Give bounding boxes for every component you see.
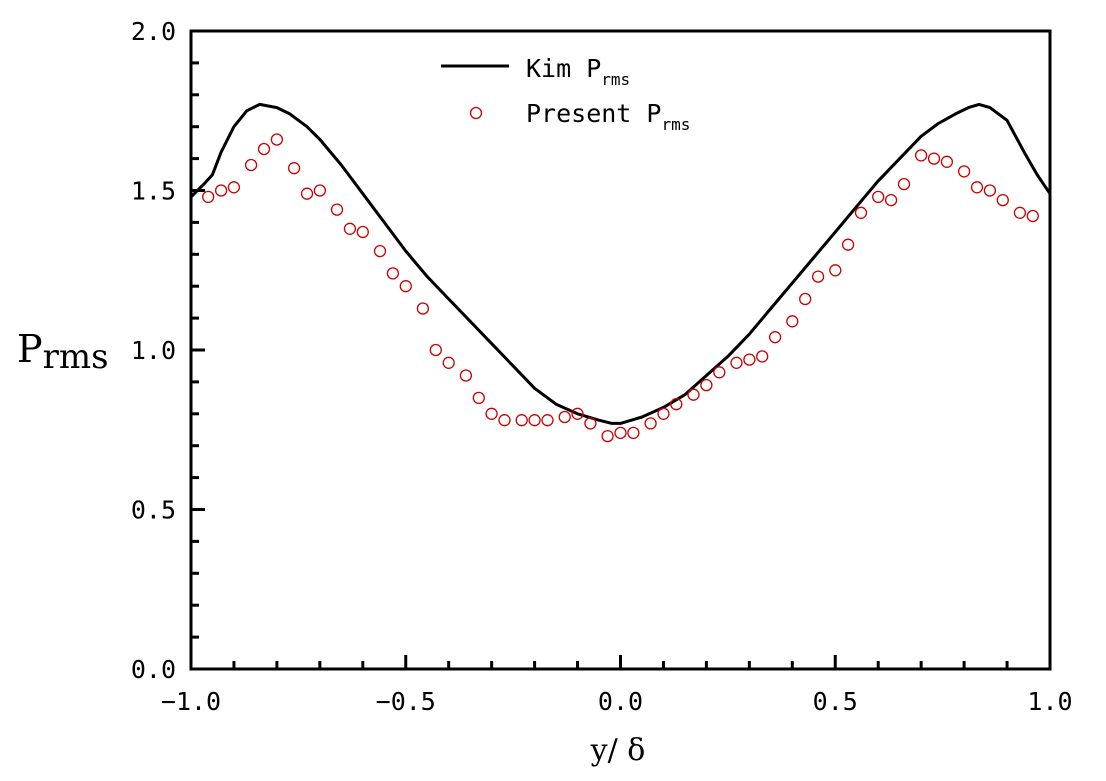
series-present-point (202, 190, 215, 204)
y-tick-label: 1.0 (131, 336, 176, 365)
series-present-point (270, 133, 284, 146)
series-present-point (330, 203, 344, 216)
series-present-point (644, 417, 657, 430)
y-tick-labels: 0.0 0.5 1.0 1.5 2.0 (131, 17, 176, 684)
y-axis-title: Prms (17, 327, 109, 377)
series-present-point (927, 152, 941, 165)
series-present-point (786, 315, 799, 328)
series-present-point (768, 331, 782, 344)
series-present-point (498, 414, 511, 427)
series-present-point (485, 407, 498, 420)
y-tick-label: 1.5 (131, 177, 176, 206)
y-axis-title-sub: rms (43, 337, 109, 377)
series-present-point (287, 162, 301, 175)
series-present-point (584, 417, 597, 430)
series-present-point (657, 407, 670, 420)
x-tick-label: 0.5 (813, 687, 858, 716)
x-tick-label: −0.5 (376, 687, 436, 716)
series-present-point (601, 429, 614, 443)
series-present-point (811, 270, 825, 283)
series-present-point (214, 184, 228, 197)
series-present-point (884, 193, 898, 207)
series-present-point (730, 356, 743, 369)
legend: Kim Prms Present Prms (441, 54, 690, 134)
series-present-point (257, 142, 271, 156)
series-present-point (416, 302, 430, 315)
series-present-point (343, 222, 357, 235)
x-tick-labels: −1.0 −0.5 0.0 0.5 1.0 (161, 687, 1073, 716)
series-present-point (399, 280, 412, 293)
y-tick-label: 0.5 (131, 496, 176, 525)
legend-present-swatch (469, 106, 483, 120)
series-present-point (227, 181, 241, 194)
series-present-point (970, 181, 984, 194)
series-present-point (957, 165, 971, 178)
series-present-point (756, 350, 769, 363)
series-present-point (459, 369, 473, 382)
y-tick-label: 0.0 (131, 655, 176, 684)
series-present-point (541, 414, 554, 427)
series-present-point (1013, 206, 1027, 219)
series-present-point (897, 177, 911, 191)
y-axis-title-main: P (17, 327, 43, 371)
chart-series (189, 102, 1052, 443)
series-present-point (442, 356, 455, 369)
series-present-point (743, 353, 756, 366)
series-present-point (528, 414, 541, 427)
series-present-point (515, 414, 528, 427)
series-present-point (373, 244, 387, 258)
x-tick-label: −1.0 (161, 687, 221, 716)
x-axis-title: y/ δ (590, 733, 646, 768)
series-present-point (713, 366, 726, 379)
series-present-point (244, 158, 258, 172)
series-present-point (799, 292, 812, 306)
series-present-point (386, 267, 400, 280)
series-present-point (940, 155, 954, 168)
series-present-point (854, 206, 868, 219)
series-present-point (829, 264, 842, 277)
series-present-point (313, 184, 327, 197)
series-present-point (687, 388, 700, 401)
series-present-point (614, 426, 627, 440)
y-tick-label: 2.0 (131, 17, 176, 46)
series-present-point (1026, 209, 1039, 223)
x-tick-label: 1.0 (1027, 687, 1072, 716)
series-present-point (472, 391, 485, 405)
series-present-point (996, 193, 1009, 207)
series-kim-line (189, 102, 1052, 425)
series-present-point (841, 238, 855, 251)
x-tick-label: 0.0 (598, 687, 643, 716)
series-present-point (914, 149, 928, 162)
legend-present-label: Present Prms (526, 99, 690, 134)
axis-ticks (189, 29, 1052, 671)
series-present-point (983, 184, 997, 197)
series-present-point (300, 187, 314, 200)
series-present-point (872, 190, 885, 204)
series-present-point (558, 410, 571, 424)
series-present-point (700, 378, 713, 392)
series-present-point (670, 398, 683, 411)
series-present-point (627, 426, 640, 440)
series-present-point (356, 225, 369, 239)
series-present-point (429, 343, 442, 357)
legend-kim-label: Kim Prms (526, 54, 630, 89)
series-present-point (571, 407, 584, 420)
